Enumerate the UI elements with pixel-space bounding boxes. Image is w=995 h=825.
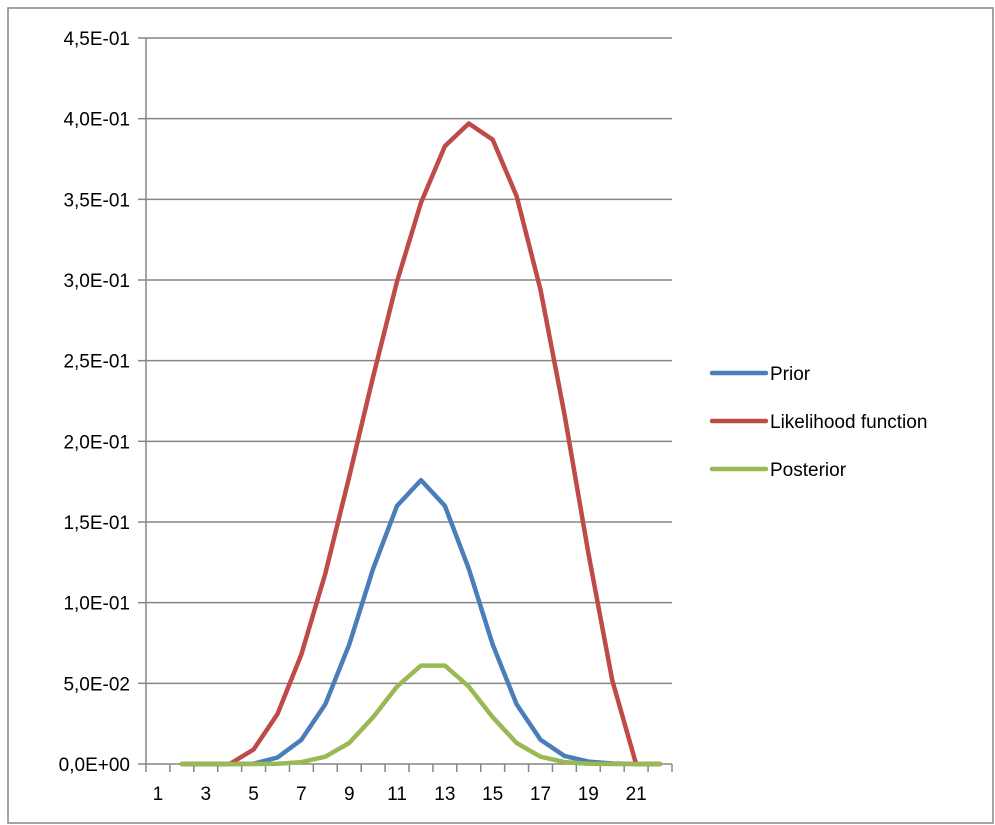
- x-tick-label: 9: [344, 784, 355, 805]
- y-axis-ticks: 0,0E+00 5,0E-02 1,0E-01 1,5E-01 2,0E-01 2,5E-…: [59, 29, 146, 776]
- legend-item-likelihood-function: Likelihood function: [709, 412, 927, 433]
- x-tick-label: 19: [578, 784, 599, 805]
- legend-item-posterior: Posterior: [709, 460, 847, 481]
- gridlines: [146, 37, 672, 685]
- y-tick-label: 3,5E-01: [63, 190, 130, 211]
- legend: Prior Likelihood function Posterior: [709, 364, 927, 481]
- y-tick-label: 4,5E-01: [63, 29, 130, 50]
- x-axis-ticks: 1 3 5 7 9 11 13 15 17 19 21: [145, 764, 673, 805]
- legend-label: Posterior: [770, 460, 847, 481]
- series-line-likelihood-function: [179, 121, 663, 767]
- series-line-posterior: [179, 663, 663, 767]
- legend-label: Prior: [770, 364, 811, 385]
- legend-label: Likelihood function: [770, 412, 927, 433]
- y-tick-label: 2,5E-01: [63, 352, 130, 373]
- x-tick-label: 15: [482, 784, 503, 805]
- y-tick-label: 2,0E-01: [63, 432, 130, 453]
- y-tick-label: 3,0E-01: [63, 271, 130, 292]
- x-tick-label: 13: [434, 784, 455, 805]
- x-tick-label: 5: [248, 784, 259, 805]
- x-tick-label: 7: [296, 784, 307, 805]
- x-tick-label: 21: [626, 784, 647, 805]
- x-tick-label: 3: [200, 784, 211, 805]
- x-tick-label: 11: [387, 784, 407, 805]
- legend-item-prior: Prior: [709, 364, 811, 385]
- x-tick-label: 17: [530, 784, 551, 805]
- y-tick-label: 0,0E+00: [59, 755, 130, 776]
- y-tick-label: 5,0E-02: [63, 674, 130, 695]
- y-tick-label: 1,5E-01: [63, 513, 130, 534]
- y-tick-label: 1,0E-01: [63, 594, 130, 615]
- series-lines: [179, 121, 663, 767]
- y-tick-label: 4,0E-01: [63, 110, 130, 131]
- chart-border: [7, 7, 994, 824]
- series-line-prior: [179, 477, 663, 767]
- x-tick-label: 1: [153, 784, 164, 805]
